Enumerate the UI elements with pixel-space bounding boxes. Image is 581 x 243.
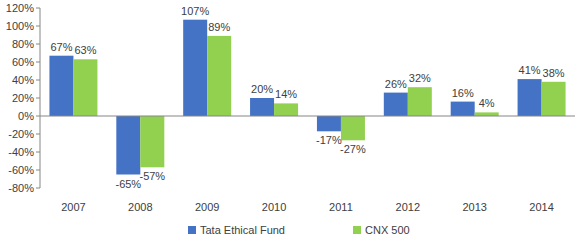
legend-swatch [353, 226, 361, 234]
x-axis [40, 116, 575, 117]
bar [207, 36, 231, 116]
y-tick [36, 44, 40, 45]
data-label: 16% [452, 87, 474, 99]
y-tick-label: -40% [8, 146, 34, 158]
data-label: 4% [479, 97, 495, 109]
data-label: 63% [74, 44, 96, 56]
legend-swatch [188, 226, 196, 234]
data-label: 20% [251, 83, 273, 95]
data-label: -27% [340, 143, 366, 155]
y-tick [36, 80, 40, 81]
bar [73, 59, 97, 116]
legend: Tata Ethical Fund CNX 500 [188, 224, 410, 236]
bars [49, 20, 565, 175]
y-tick-label: 60% [12, 56, 34, 68]
data-label: 41% [519, 64, 541, 76]
bar [317, 116, 341, 131]
data-label: 107% [181, 5, 209, 17]
y-tick-label: -20% [8, 128, 34, 140]
y-tick-label: 120% [6, 2, 34, 14]
y-tick-label: 0% [18, 110, 34, 122]
x-tick-label: 2013 [462, 201, 486, 213]
x-tick-label: 2012 [396, 201, 420, 213]
bar [341, 116, 365, 140]
x-tick-label: 2008 [128, 201, 152, 213]
x-tick-label: 2014 [529, 201, 553, 213]
bar [408, 87, 432, 116]
y-tick [36, 26, 40, 27]
y-axis [40, 8, 41, 188]
y-tick-label: -60% [8, 164, 34, 176]
data-label: 32% [409, 72, 431, 84]
y-tick-label: 100% [6, 20, 34, 32]
bar [384, 93, 408, 116]
y-tick-label: 80% [12, 38, 34, 50]
x-tick-label: 2011 [329, 201, 353, 213]
y-tick [36, 152, 40, 153]
y-tick [36, 170, 40, 171]
x-tick-label: 2010 [262, 201, 286, 213]
data-label: -57% [139, 170, 165, 182]
y-tick-label: 20% [12, 92, 34, 104]
data-label: 67% [50, 41, 72, 53]
y-tick [36, 98, 40, 99]
bar [542, 82, 566, 116]
y-tick [36, 62, 40, 63]
y-tick [36, 134, 40, 135]
x-tick-label: 2007 [61, 201, 85, 213]
data-label: 38% [543, 67, 565, 79]
data-label: -65% [115, 178, 141, 190]
y-tick-label: -80% [8, 182, 34, 194]
legend-label: CNX 500 [365, 224, 410, 236]
bar [183, 20, 207, 116]
chart: -80% -60% -40% -20% 0% 20% 40% 60% 80% 100% 120% 67… [0, 0, 581, 243]
y-tick [36, 8, 40, 9]
data-label: 14% [275, 88, 297, 100]
bar [274, 103, 298, 116]
data-label: 89% [208, 21, 230, 33]
bar [250, 98, 274, 116]
y-tick [36, 116, 40, 117]
data-label: 26% [385, 78, 407, 90]
y-tick-label: 40% [12, 74, 34, 86]
bar [475, 112, 499, 116]
bar [451, 102, 475, 116]
x-tick-label: 2009 [195, 201, 219, 213]
bar [140, 116, 164, 167]
bar [49, 56, 73, 116]
bar [518, 79, 542, 116]
legend-label: Tata Ethical Fund [200, 224, 285, 236]
data-label: -17% [316, 134, 342, 146]
bar [116, 116, 140, 175]
y-tick [36, 188, 40, 189]
